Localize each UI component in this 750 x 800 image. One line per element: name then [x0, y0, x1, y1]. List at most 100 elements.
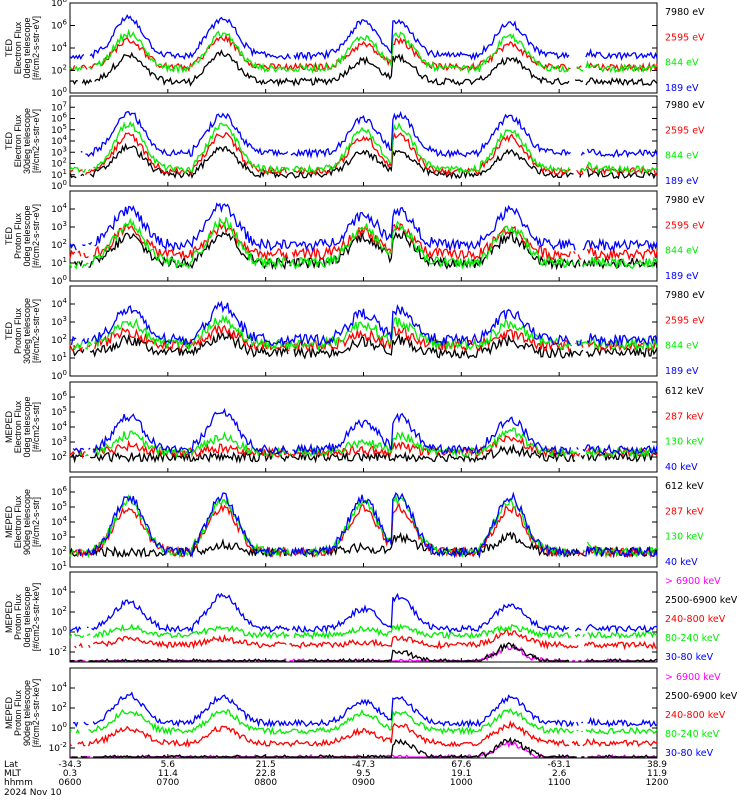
legend-entry: 240-800 keV	[665, 614, 726, 625]
y-axis-label: 0deg telescope	[22, 396, 32, 457]
y-axis-label: [#/cm2-s-str-keV]	[31, 583, 41, 652]
legend-entry: 7980 eV	[665, 100, 705, 111]
x-tick-label: 5.6	[161, 760, 176, 770]
legend-entry: 612 keV	[665, 386, 704, 397]
x-tick-label: 9.5	[356, 769, 370, 779]
y-tick-label: 104	[51, 41, 67, 54]
y-tick-label: 100	[51, 274, 67, 287]
series-trace	[77, 491, 658, 559]
series-trace	[69, 13, 658, 62]
x-tick-label: 2.6	[552, 769, 567, 779]
legend-entry: 130 keV	[665, 437, 704, 448]
x-axis-row-label: MLT	[4, 769, 22, 779]
x-tick-label: 1100	[548, 778, 571, 788]
y-tick-label: 101	[51, 168, 67, 181]
y-tick-label: 101	[51, 351, 67, 364]
series-trace	[69, 28, 658, 75]
y-axis-label: Proton Flux	[13, 212, 23, 259]
legend-entry: 2595 eV	[665, 315, 705, 326]
y-tick-label: 105	[51, 405, 67, 418]
y-tick-label: 107	[51, 100, 67, 113]
x-tick-label: -47.3	[352, 760, 375, 770]
y-tick-label: 100	[51, 625, 67, 638]
legend-entry: 40 keV	[665, 557, 698, 568]
x-tick-label: 11.9	[647, 769, 667, 779]
x-tick-label: 21.5	[256, 760, 276, 770]
legend-entry: 287 keV	[665, 506, 704, 517]
series-trace	[71, 331, 658, 360]
y-tick-label: 102	[51, 450, 67, 463]
legend-entry: 30-80 keV	[665, 652, 714, 663]
legend-entry: 7980 eV	[665, 290, 705, 301]
x-tick-label: 0800	[254, 778, 277, 788]
legend-entry: 2500-6900 keV	[665, 691, 738, 702]
series-trace	[72, 691, 658, 729]
y-tick-label: 104	[51, 585, 67, 598]
legend-entry: 189 eV	[665, 176, 699, 187]
y-tick-label: 104	[51, 681, 67, 694]
series-trace	[69, 216, 658, 270]
y-tick-label: 102	[51, 605, 67, 618]
panel-frame	[69, 95, 658, 187]
series-trace	[69, 142, 658, 180]
y-axis-label: MEPED	[4, 601, 14, 634]
series-trace	[80, 110, 658, 159]
y-tick-label: 102	[51, 545, 67, 558]
series-trace	[69, 623, 658, 640]
y-axis-label: Electron Flux	[13, 114, 23, 167]
y-axis-label: Electron Flux	[13, 495, 23, 548]
series-trace	[69, 592, 657, 634]
y-axis-label: [#/cm2-s-str]	[31, 402, 41, 452]
y-tick-label: 105	[51, 123, 67, 136]
y-axis-label: [#/cm2-s-str-eV]	[31, 204, 41, 268]
y-axis-label: Proton Flux	[13, 689, 23, 736]
legend-entry: 189 eV	[665, 366, 699, 377]
y-axis-label: Electron Flux	[13, 400, 23, 453]
x-axis-date: 2024 Nov 10	[4, 788, 62, 798]
y-axis-label: TED	[4, 226, 14, 245]
y-axis-label: 0deg telescope	[22, 205, 32, 266]
y-axis-label: 90deg telescope	[22, 680, 32, 746]
y-axis-label: Electron Flux	[13, 21, 23, 74]
series-trace	[69, 641, 658, 662]
legend-entry: 30-80 keV	[665, 748, 714, 759]
series-trace	[69, 720, 658, 748]
y-axis-label: 30deg telescope	[22, 298, 32, 364]
legend-entry: 189 eV	[665, 83, 699, 94]
y-tick-label: 100	[51, 86, 67, 99]
y-tick-label: 10-2	[49, 741, 67, 754]
y-tick-label: 101	[51, 560, 67, 573]
y-tick-label: 103	[51, 220, 67, 233]
y-axis-label: [#/cm2-s-str]	[31, 497, 41, 547]
legend-entry: 2595 eV	[665, 125, 705, 136]
y-axis-label: MEPED	[4, 506, 14, 539]
y-tick-label: 108	[51, 0, 67, 9]
y-tick-label: 102	[51, 238, 67, 251]
legend-entry: 2500-6900 keV	[665, 595, 738, 606]
y-tick-label: 106	[51, 112, 67, 125]
legend-entry: 240-800 keV	[665, 710, 726, 721]
panel-frame	[69, 571, 658, 663]
x-tick-label: 67.6	[451, 760, 471, 770]
y-axis-label: TED	[4, 321, 14, 340]
y-axis-label: 90deg telescope	[22, 489, 32, 555]
y-axis-label: TED	[4, 38, 14, 57]
y-axis-label: [#/cm2-s-str-eV]	[31, 109, 41, 173]
legend-entry: 40 keV	[665, 462, 698, 473]
x-tick-label: 1200	[646, 778, 669, 788]
series-trace	[69, 202, 658, 253]
series-trace	[69, 49, 658, 87]
series-trace	[69, 221, 658, 262]
y-tick-label: 100	[51, 179, 67, 192]
legend-entry: 844 eV	[665, 151, 699, 162]
y-tick-label: 104	[51, 515, 67, 528]
legend-entry: 844 eV	[665, 58, 699, 69]
x-tick-label: 0.3	[63, 769, 77, 779]
series-trace	[74, 628, 658, 651]
series-trace	[72, 314, 658, 352]
y-axis-label: MEPED	[4, 697, 14, 730]
x-tick-label: 19.1	[451, 769, 471, 779]
x-axis-row-label: hhmm	[4, 778, 33, 788]
y-tick-label: 102	[51, 333, 67, 346]
